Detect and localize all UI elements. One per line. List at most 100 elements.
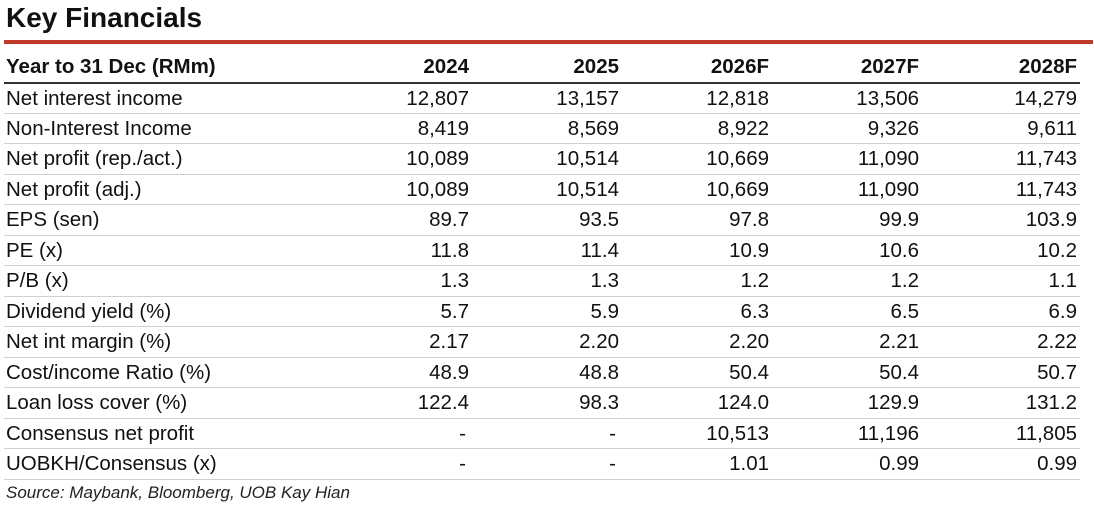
value-cell: 13,506 <box>772 82 922 114</box>
value-cell: 1.3 <box>472 265 622 297</box>
table-row: P/B (x) 1.3 1.3 1.2 1.2 1.1 <box>4 265 1080 297</box>
value-cell: 89.7 <box>322 204 472 236</box>
row-label: Cost/income Ratio (%) <box>4 357 322 388</box>
value-cell: 10,089 <box>322 174 472 205</box>
value-cell: 11,090 <box>772 174 922 205</box>
value-cell: 0.99 <box>922 448 1080 480</box>
table-row: UOBKH/Consensus (x) - -1.01 0.99 0.99 <box>4 448 1080 480</box>
value-cell: 2.17 <box>322 326 472 358</box>
header-cell-year: 2024 <box>322 52 472 84</box>
value-cell: 48.8 <box>472 357 622 388</box>
value-cell: 1.2 <box>772 265 922 297</box>
value-cell: 124.0 <box>622 387 772 419</box>
value-cell: - <box>472 448 622 480</box>
value-cell: 8,569 <box>472 113 622 144</box>
header-row: Year to 31 Dec (RMm) 2024 2025 2026F 202… <box>4 52 1080 84</box>
value-cell: 10,669 <box>622 174 772 205</box>
value-cell: 97.8 <box>622 204 772 236</box>
table-row: Net int margin (%) 2.17 2.20 2.20 2.21 2.22 <box>4 326 1080 358</box>
value-cell: 103.9 <box>922 204 1080 236</box>
table-row: Consensus net profit - -10,513 11,196 11,805 <box>4 418 1080 449</box>
row-label: Net profit (adj.) <box>4 174 322 205</box>
value-cell: 99.9 <box>772 204 922 236</box>
table-header: Year to 31 Dec (RMm) 2024 2025 2026F 202… <box>4 52 1080 84</box>
value-cell: 10.6 <box>772 235 922 266</box>
value-cell: 10.9 <box>622 235 772 266</box>
value-cell: 11.8 <box>322 235 472 266</box>
value-cell: 10,514 <box>472 143 622 175</box>
value-cell: 10,514 <box>472 174 622 205</box>
header-cell-label: Year to 31 Dec (RMm) <box>4 52 322 84</box>
value-cell: 10,089 <box>322 143 472 175</box>
value-cell: 11.4 <box>472 235 622 266</box>
value-cell: 11,090 <box>772 143 922 175</box>
row-label: EPS (sen) <box>4 204 322 236</box>
value-cell: 0.99 <box>772 448 922 480</box>
value-cell: 122.4 <box>322 387 472 419</box>
value-cell: - <box>322 448 472 480</box>
value-cell: 50.4 <box>622 357 772 388</box>
value-cell: 131.2 <box>922 387 1080 419</box>
table-row: Net profit (rep./act.) 10,089 10,514 10,669… <box>4 143 1080 175</box>
value-cell: 9,326 <box>772 113 922 144</box>
source-note: Source: Maybank, Bloomberg, UOB Kay Hian <box>6 483 350 502</box>
value-cell: 2.21 <box>772 326 922 358</box>
row-label: Net interest income <box>4 82 322 114</box>
value-cell: 6.9 <box>922 296 1080 327</box>
row-label: PE (x) <box>4 235 322 266</box>
title-divider <box>4 40 1093 44</box>
row-label: Net int margin (%) <box>4 326 322 358</box>
row-label: Loan loss cover (%) <box>4 387 322 419</box>
header-cell-year: 2025 <box>472 52 622 84</box>
value-cell: 1.01 <box>622 448 772 480</box>
row-label: Consensus net profit <box>4 418 322 449</box>
value-cell: 1.2 <box>622 265 772 297</box>
value-cell: 10,669 <box>622 143 772 175</box>
row-label: UOBKH/Consensus (x) <box>4 448 322 480</box>
value-cell: 50.7 <box>922 357 1080 388</box>
table-row: Non-Interest Income 8,419 8,569 8,922 9,326 9… <box>4 113 1080 144</box>
value-cell: 9,611 <box>922 113 1080 144</box>
value-cell: 11,743 <box>922 174 1080 205</box>
value-cell: 11,805 <box>922 418 1080 449</box>
value-cell: 8,419 <box>322 113 472 144</box>
value-cell: - <box>322 418 472 449</box>
value-cell: 6.3 <box>622 296 772 327</box>
value-cell: 1.3 <box>322 265 472 297</box>
table-row: EPS (sen) 89.7 93.5 97.8 99.9 103.9 <box>4 204 1080 236</box>
row-label: Net profit (rep./act.) <box>4 143 322 175</box>
value-cell: 11,743 <box>922 143 1080 175</box>
value-cell: 2.20 <box>622 326 772 358</box>
value-cell: 10.2 <box>922 235 1080 266</box>
header-cell-year: 2027F <box>772 52 922 84</box>
value-cell: 93.5 <box>472 204 622 236</box>
value-cell: 6.5 <box>772 296 922 327</box>
row-label: P/B (x) <box>4 265 322 297</box>
header-cell-year: 2028F <box>922 52 1080 84</box>
value-cell: 48.9 <box>322 357 472 388</box>
value-cell: - <box>472 418 622 449</box>
value-cell: 98.3 <box>472 387 622 419</box>
header-cell-year: 2026F <box>622 52 772 84</box>
key-financials-table: Year to 31 Dec (RMm) 2024 2025 2026F 202… <box>4 52 1080 480</box>
table-row: Dividend yield (%) 5.7 5.9 6.3 6.5 6.9 <box>4 296 1080 327</box>
value-cell: 11,196 <box>772 418 922 449</box>
value-cell: 12,807 <box>322 82 472 114</box>
page-title: Key Financials <box>6 2 203 33</box>
table-row: Net profit (adj.) 10,089 10,514 10,669 11,09… <box>4 174 1080 205</box>
table-row: Loan loss cover (%) 122.4 98.3 124.0 129.9 13… <box>4 387 1080 419</box>
value-cell: 8,922 <box>622 113 772 144</box>
table-body: Net interest income 12,807 13,157 12,818 13,… <box>4 82 1080 480</box>
value-cell: 2.22 <box>922 326 1080 358</box>
row-label: Non-Interest Income <box>4 113 322 144</box>
value-cell: 50.4 <box>772 357 922 388</box>
value-cell: 10,513 <box>622 418 772 449</box>
table-row: Cost/income Ratio (%) 48.9 48.8 50.4 50.4 50.… <box>4 357 1080 388</box>
value-cell: 14,279 <box>922 82 1080 114</box>
value-cell: 1.1 <box>922 265 1080 297</box>
value-cell: 13,157 <box>472 82 622 114</box>
value-cell: 129.9 <box>772 387 922 419</box>
value-cell: 2.20 <box>472 326 622 358</box>
value-cell: 12,818 <box>622 82 772 114</box>
